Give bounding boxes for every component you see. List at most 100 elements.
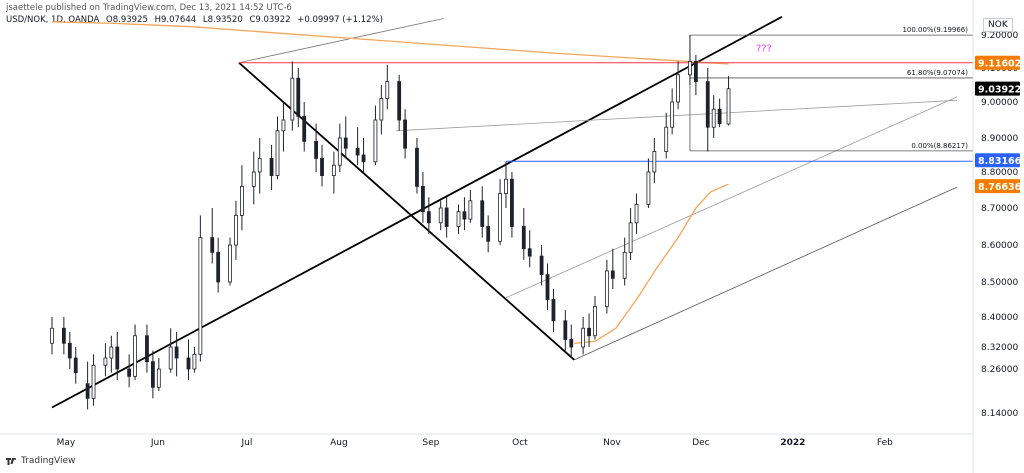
candle bbox=[251, 151, 256, 205]
candle-body bbox=[403, 119, 407, 149]
candle bbox=[355, 127, 360, 166]
candle bbox=[150, 350, 155, 399]
candle bbox=[652, 138, 657, 183]
x-tick-label: Feb bbox=[877, 438, 893, 448]
candle bbox=[50, 317, 54, 355]
candle bbox=[646, 158, 651, 208]
candle-body bbox=[545, 274, 550, 300]
candle bbox=[563, 310, 568, 351]
candle-body bbox=[355, 147, 360, 156]
candle bbox=[397, 74, 402, 131]
ohlc-low: L8.93520 bbox=[202, 15, 243, 25]
candle-body bbox=[527, 248, 532, 257]
candle bbox=[480, 186, 485, 238]
candle bbox=[228, 237, 232, 286]
candle bbox=[337, 123, 342, 172]
candle bbox=[109, 335, 114, 373]
tradingview-logo[interactable]: TradingView bbox=[6, 456, 75, 466]
x-tick-label: Aug bbox=[330, 438, 348, 448]
candle-body bbox=[711, 108, 716, 128]
candle-body bbox=[337, 137, 342, 166]
candle bbox=[438, 200, 443, 231]
candle bbox=[192, 347, 197, 373]
candle-body bbox=[486, 226, 491, 242]
symbol-legend: USD/NOK, 1D, OANDA O8.93925 H9.07644 L8.… bbox=[6, 15, 387, 25]
candle bbox=[373, 105, 378, 166]
candle-body bbox=[50, 327, 54, 344]
candle-body bbox=[240, 185, 244, 216]
candle bbox=[587, 313, 591, 347]
candle bbox=[296, 68, 301, 128]
candle-body bbox=[456, 211, 461, 227]
candle-body bbox=[67, 342, 72, 359]
candle-body bbox=[192, 353, 197, 370]
candle-body bbox=[269, 157, 274, 176]
candle bbox=[186, 339, 191, 380]
candle bbox=[688, 35, 692, 85]
candle bbox=[628, 208, 633, 260]
candle-body bbox=[510, 178, 514, 227]
candle bbox=[403, 109, 407, 159]
candle-body bbox=[438, 207, 443, 224]
fib-label-0: 100.00%(9.19966) bbox=[902, 26, 968, 34]
price-tag-label: 8.83166 bbox=[978, 156, 1022, 167]
candle-body bbox=[421, 185, 425, 213]
candle bbox=[498, 179, 502, 245]
price-tag-bg bbox=[975, 153, 1020, 168]
candle-body bbox=[415, 147, 419, 187]
candle bbox=[551, 289, 556, 332]
x-tick-label: Jul bbox=[241, 438, 253, 448]
candle-body bbox=[91, 364, 96, 399]
candle bbox=[168, 328, 173, 373]
trendline-0 bbox=[51, 16, 783, 409]
y-tick-label: 8.90000 bbox=[981, 134, 1018, 144]
candle-body bbox=[569, 339, 574, 348]
trendline-1 bbox=[238, 62, 575, 361]
candle bbox=[210, 208, 215, 264]
candle-body bbox=[150, 361, 155, 388]
candle bbox=[426, 197, 431, 234]
candle-body bbox=[498, 193, 502, 242]
candle bbox=[593, 296, 597, 340]
symbol-name[interactable]: USD/NOK, 1D, OANDA bbox=[6, 15, 100, 25]
candle bbox=[216, 237, 221, 293]
candle bbox=[622, 237, 627, 286]
candle bbox=[73, 347, 78, 384]
candle bbox=[269, 144, 274, 190]
candle bbox=[361, 138, 366, 172]
candle-body bbox=[320, 157, 324, 176]
candle-body bbox=[468, 200, 473, 220]
candle bbox=[320, 144, 324, 187]
tradingview-logo-text: TradingView bbox=[21, 456, 76, 466]
ohlc-change: +0.09997 (+1.12%) bbox=[297, 15, 383, 25]
candle-body bbox=[103, 357, 108, 366]
candle bbox=[705, 68, 710, 152]
candle bbox=[693, 54, 698, 96]
y-tick-label: 8.32000 bbox=[981, 343, 1018, 353]
currency-label[interactable]: NOK bbox=[983, 18, 1013, 32]
candle bbox=[275, 116, 280, 180]
candle bbox=[85, 361, 90, 410]
candle bbox=[545, 263, 550, 310]
y-tick-label: 8.70000 bbox=[981, 204, 1018, 214]
moving-average-1 bbox=[574, 183, 729, 344]
candle bbox=[634, 193, 639, 234]
candle bbox=[379, 85, 384, 135]
x-tick-label: Jun bbox=[150, 438, 165, 448]
candle-body bbox=[628, 222, 633, 253]
x-tick-label: Oct bbox=[512, 438, 528, 448]
candle-body bbox=[314, 140, 318, 159]
moving-average-0 bbox=[51, 21, 729, 65]
candle-body bbox=[275, 130, 280, 177]
candle-body bbox=[705, 81, 710, 128]
candle bbox=[604, 259, 609, 314]
candle bbox=[726, 76, 731, 126]
candle-body bbox=[127, 368, 132, 377]
candle bbox=[456, 204, 461, 234]
candle bbox=[711, 95, 716, 138]
candle-body bbox=[693, 61, 698, 83]
candle bbox=[257, 138, 262, 194]
candle-body bbox=[652, 151, 657, 173]
candle bbox=[569, 324, 574, 358]
